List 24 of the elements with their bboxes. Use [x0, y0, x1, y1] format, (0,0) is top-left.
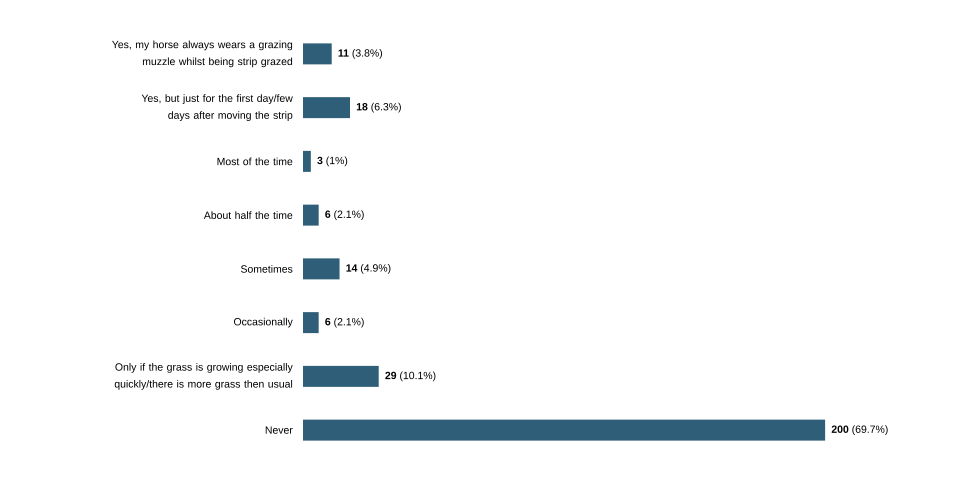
bar — [303, 97, 350, 118]
data-label: 6 (2.1%) — [325, 318, 364, 328]
bar — [303, 312, 319, 334]
y-tick-label: Sometimes — [240, 265, 292, 273]
bar — [303, 366, 379, 387]
y-tick-label: Only if the grass is growing especially quickly/there is more grass then usual — [114, 363, 293, 390]
y-tick-label: Most of the time — [218, 158, 292, 166]
data-label: 18 (6.3%) — [356, 102, 401, 112]
data-label: 14 (4.9%) — [346, 264, 390, 274]
bar — [303, 258, 340, 280]
bar — [303, 150, 311, 172]
data-label: 29 (10.1%) — [385, 371, 436, 382]
y-tick-label: Yes, but just for the first day/few days after moving the strip — [142, 94, 293, 121]
y-tick-label: About half the time — [204, 211, 292, 219]
y-tick-label: Occasionally — [234, 318, 293, 328]
bar — [303, 420, 826, 441]
data-label: 6 (2.1%) — [325, 210, 364, 220]
data-label: 3 (1%) — [317, 156, 348, 166]
bar — [303, 204, 319, 226]
data-label: 200 (69.7%) — [832, 425, 888, 435]
data-label: 11 (3.8%) — [338, 49, 382, 59]
bar — [303, 43, 332, 64]
y-tick-label: Yes, my horse always wears a grazing muzzle whilst being strip grazed — [112, 40, 292, 68]
y-tick-label: Never — [266, 426, 293, 434]
